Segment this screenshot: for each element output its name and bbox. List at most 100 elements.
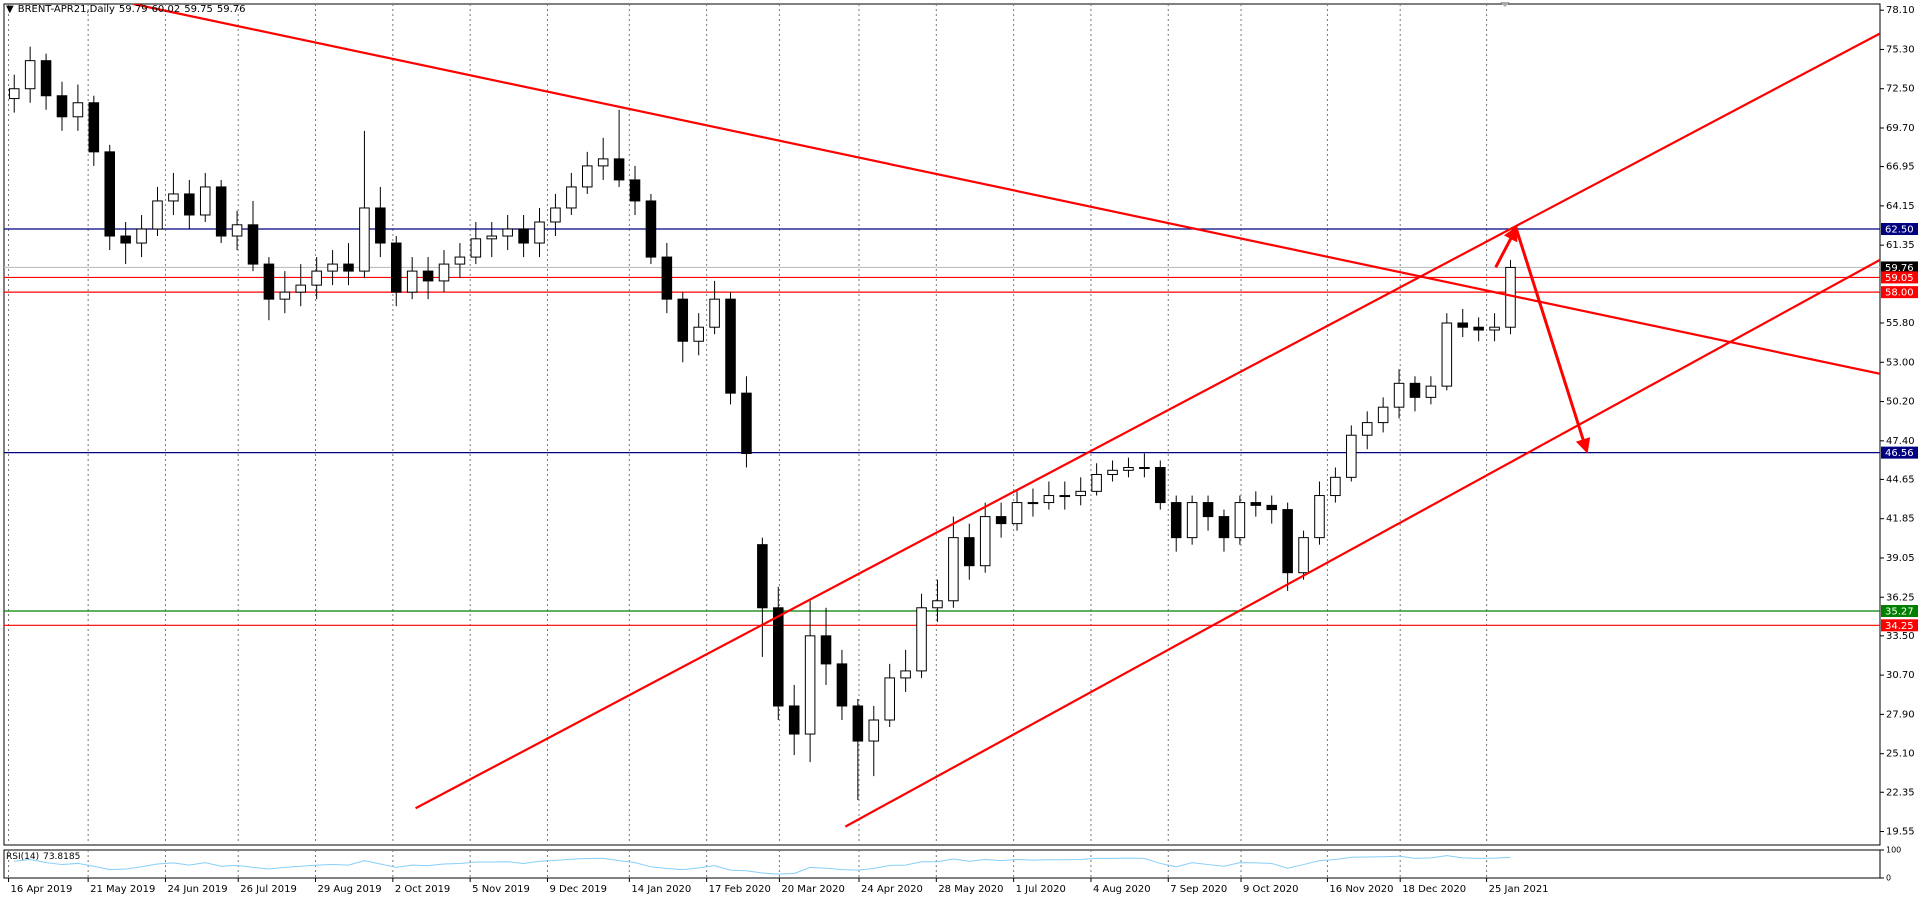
x-tick-label: 2 Oct 2019 [395, 884, 450, 895]
scroll-marker [1500, 2, 1510, 7]
candle-body [820, 635, 832, 665]
candle-body [184, 193, 195, 216]
candle-body [263, 263, 275, 300]
candle-body [24, 60, 36, 90]
candle-body [1011, 502, 1023, 525]
candle-body [136, 228, 147, 244]
candle-body [1218, 516, 1230, 539]
trend-lines [133, 4, 1880, 828]
candle-body [1266, 504, 1277, 511]
quote: 59.75 [184, 4, 213, 15]
candle-body [757, 544, 768, 609]
candle-body [422, 270, 434, 282]
rsi-line [14, 855, 1511, 875]
candle-body [741, 392, 752, 454]
candle-body [645, 200, 657, 258]
x-tick-label: 26 Jul 2019 [240, 884, 297, 895]
candle-body [518, 228, 529, 244]
level-box [1881, 261, 1918, 274]
level-label: 62.50 [1885, 225, 1914, 236]
candle-body [1393, 382, 1405, 408]
candle-body [1330, 476, 1341, 497]
candle-body [661, 256, 673, 300]
y-tick-label: 53.00 [1886, 357, 1915, 368]
x-tick-label: 17 Feb 2020 [709, 884, 771, 895]
trend-line [133, 4, 1880, 375]
x-tick-label: 4 Aug 2020 [1093, 884, 1151, 895]
candle-body [88, 102, 100, 153]
x-tick-label: 25 Jan 2021 [1489, 884, 1549, 895]
candle-body [1059, 495, 1071, 498]
x-tick-label: 24 Jun 2019 [167, 884, 227, 895]
level-label: 59.76 [1885, 263, 1914, 274]
quote: 60.02 [151, 4, 181, 15]
candle-body [359, 207, 370, 272]
candle-body [168, 193, 179, 202]
candle-body [1425, 385, 1437, 398]
grid [8, 4, 1488, 878]
candle-body [1314, 495, 1325, 539]
x-tick-label: 18 Dec 2020 [1402, 884, 1466, 895]
candle-body [72, 102, 84, 118]
candle-body [1489, 326, 1500, 331]
quote: 59.76 [216, 4, 246, 15]
candle-body [788, 705, 800, 735]
candle-body [390, 242, 402, 293]
candle-body [1202, 502, 1214, 518]
candle-body [1457, 322, 1469, 328]
level-box [1881, 223, 1918, 236]
y-tick-label: 30.70 [1886, 670, 1915, 681]
candle-body [215, 186, 227, 237]
y-tick-label: 39.05 [1886, 553, 1915, 564]
candle-body [56, 95, 68, 118]
candle-body [677, 298, 689, 342]
y-tick-label: 22.35 [1886, 787, 1915, 798]
candle-body [1298, 537, 1309, 574]
level-label: 46.56 [1885, 448, 1914, 459]
x-tick-label: 9 Dec 2019 [549, 884, 607, 895]
x-tick-label: 9 Oct 2020 [1243, 884, 1298, 895]
y-tick-label: 69.70 [1886, 123, 1915, 134]
candle-body [327, 263, 338, 272]
y-tick-label: 78.10 [1886, 5, 1915, 16]
candle-body [597, 158, 609, 167]
candle-body [852, 705, 864, 742]
candle-body [1282, 509, 1293, 574]
rsi-value: 73.8185 [43, 852, 81, 862]
header: ▼ BRENT-APR21,Daily 59.79 60.02 59.75 59… [6, 4, 245, 15]
candle-body [550, 207, 561, 223]
candle-body [438, 263, 450, 282]
candle-body [932, 600, 943, 609]
candle-body [199, 186, 211, 216]
candle-body [534, 221, 545, 244]
candle-body [1107, 469, 1118, 476]
title: BRENT-APR21,Daily [17, 4, 115, 15]
x-tick-label: 29 Aug 2019 [318, 884, 382, 895]
candle-body [8, 88, 20, 100]
candle-body [40, 60, 52, 97]
rsi-header: RSI(14) 73.8185 [6, 852, 80, 862]
candle-body [1377, 406, 1389, 424]
y-tick-label: 41.85 [1886, 514, 1915, 525]
candle-body [1155, 466, 1166, 504]
level-box [1881, 619, 1918, 632]
x-tick-label: 28 May 2020 [938, 884, 1003, 895]
y-tick-label: 19.55 [1886, 827, 1915, 838]
candle-body [231, 224, 243, 237]
candle-body [470, 238, 482, 258]
level-label: 35.27 [1885, 607, 1914, 618]
level-box [1881, 286, 1918, 299]
x-tick-label: 7 Sep 2020 [1170, 884, 1227, 895]
candle-body [804, 635, 816, 735]
candle-body [120, 235, 131, 244]
candle-body [1441, 322, 1453, 387]
candle-body [104, 151, 116, 237]
y-tick-label: 55.80 [1886, 318, 1915, 329]
candle-body [486, 235, 498, 240]
plot-frame [3, 3, 1881, 846]
candle-body [709, 298, 720, 328]
candle-body [1091, 474, 1102, 492]
rsi-frame [3, 849, 1881, 879]
level-box [1881, 446, 1918, 459]
